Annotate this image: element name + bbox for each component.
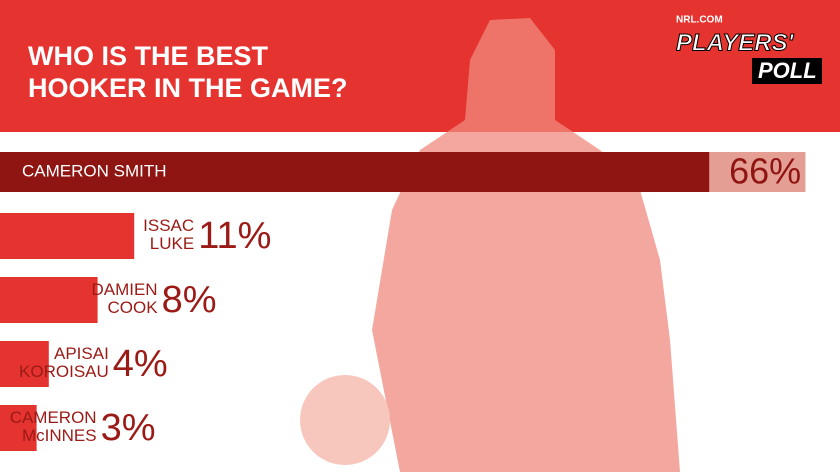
category-label: APISAI KOROISAU xyxy=(19,344,109,381)
logo-site: NRL.COM xyxy=(676,15,723,26)
value-label: 8% xyxy=(162,279,217,321)
bar xyxy=(0,213,135,259)
ball xyxy=(300,375,390,465)
bar xyxy=(0,152,806,192)
value-label: 66% xyxy=(729,151,801,192)
logo-line2: POLL xyxy=(758,58,817,83)
logo-box xyxy=(752,58,822,84)
header-band xyxy=(0,0,840,132)
bar xyxy=(0,341,49,387)
player-photo xyxy=(372,18,680,472)
value-box xyxy=(709,152,806,192)
bar xyxy=(0,277,98,323)
category-label: DAMIEN COOK xyxy=(91,280,158,317)
category-label: CAMERON SMITH xyxy=(22,161,167,180)
chart-title: WHO IS THE BEST HOOKER IN THE GAME? xyxy=(28,41,348,103)
logo-line1: PLAYERS' xyxy=(676,29,795,56)
bar xyxy=(0,405,37,451)
value-label: 11% xyxy=(198,215,271,257)
value-label: 4% xyxy=(113,343,168,385)
value-label: 3% xyxy=(101,407,156,449)
category-label: CAMERON McINNES xyxy=(10,408,97,445)
category-label: ISSAC LUKE xyxy=(143,216,194,253)
